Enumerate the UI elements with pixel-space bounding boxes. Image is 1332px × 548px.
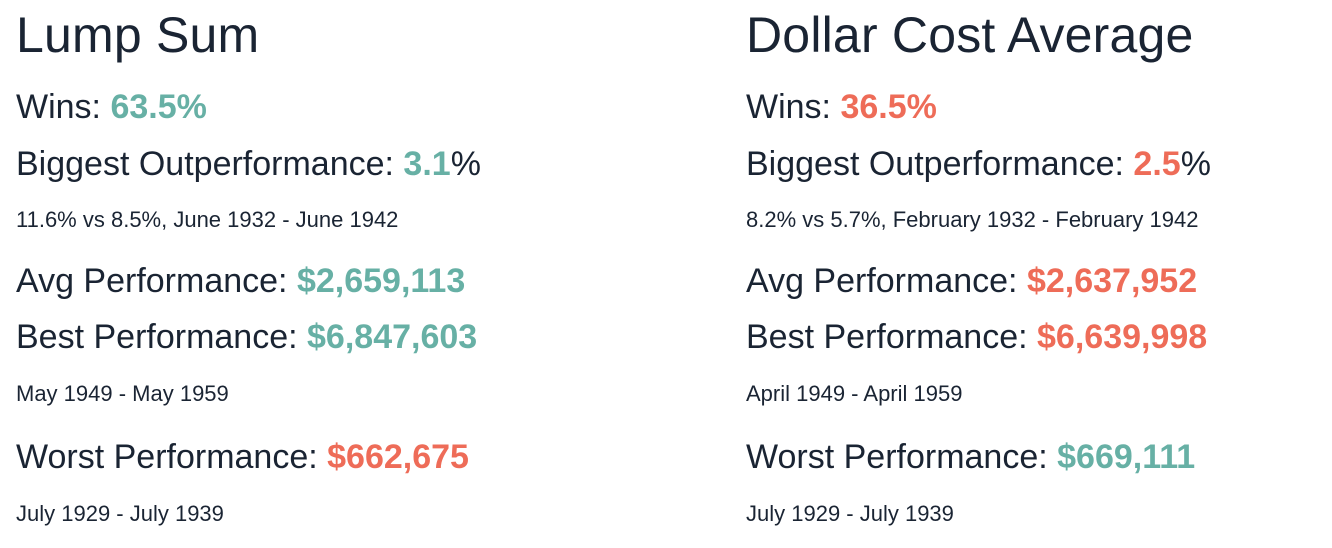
avg-performance-label: Avg Performance: xyxy=(746,262,1027,300)
best-performance-label: Best Performance: xyxy=(16,318,308,356)
dca-title: Dollar Cost Average xyxy=(746,7,1194,63)
dca-avg-performance: Avg Performance: $2,637,952 xyxy=(746,262,1197,301)
lump-sum-worst-performance: Worst Performance: $662,675 xyxy=(16,438,469,477)
avg-performance-label: Avg Performance: xyxy=(16,262,297,300)
outperformance-label: Biggest Outperformance: xyxy=(16,145,404,183)
outperformance-label: Biggest Outperformance: xyxy=(746,145,1134,183)
lump-sum-outperformance-note: 11.6% vs 8.5%, June 1932 - June 1942 xyxy=(16,207,399,232)
wins-value: 63.5% xyxy=(110,88,207,126)
worst-performance-value: $662,675 xyxy=(327,438,469,476)
wins-label: Wins: xyxy=(746,88,841,126)
wins-value: 36.5% xyxy=(840,88,937,126)
dca-outperformance-note: 8.2% vs 5.7%, February 1932 - February 1… xyxy=(746,207,1199,232)
dca-best-performance-note: April 1949 - April 1959 xyxy=(746,381,963,406)
wins-label: Wins: xyxy=(16,88,111,126)
lump-sum-title: Lump Sum xyxy=(16,7,260,63)
dca-best-performance: Best Performance: $6,639,998 xyxy=(746,318,1207,357)
worst-performance-label: Worst Performance: xyxy=(746,438,1058,476)
avg-performance-value: $2,637,952 xyxy=(1026,262,1198,300)
lump-sum-worst-performance-note: July 1929 - July 1939 xyxy=(16,501,224,526)
lump-sum-avg-performance: Avg Performance: $2,659,113 xyxy=(16,262,465,301)
dca-worst-performance: Worst Performance: $669,111 xyxy=(746,438,1195,477)
best-performance-value: $6,639,998 xyxy=(1037,318,1208,356)
lump-sum-best-performance-note: May 1949 - May 1959 xyxy=(16,381,229,406)
outperformance-value: 2.5 xyxy=(1133,145,1181,183)
outperformance-value: 3.1 xyxy=(403,145,451,183)
best-performance-value: $6,847,603 xyxy=(307,318,478,356)
dca-worst-performance-note: July 1929 - July 1939 xyxy=(746,501,954,526)
lump-sum-biggest-outperformance: Biggest Outperformance: 3.1% xyxy=(16,145,481,184)
outperformance-suffix: % xyxy=(1180,145,1211,183)
worst-performance-value: $669,111 xyxy=(1057,438,1196,476)
dca-biggest-outperformance: Biggest Outperformance: 2.5% xyxy=(746,145,1211,184)
best-performance-label: Best Performance: xyxy=(746,318,1038,356)
avg-performance-value: $2,659,113 xyxy=(296,262,466,300)
dca-wins: Wins: 36.5% xyxy=(746,88,937,127)
lump-sum-best-performance: Best Performance: $6,847,603 xyxy=(16,318,477,357)
lump-sum-wins: Wins: 63.5% xyxy=(16,88,207,127)
worst-performance-label: Worst Performance: xyxy=(16,438,328,476)
outperformance-suffix: % xyxy=(450,145,481,183)
